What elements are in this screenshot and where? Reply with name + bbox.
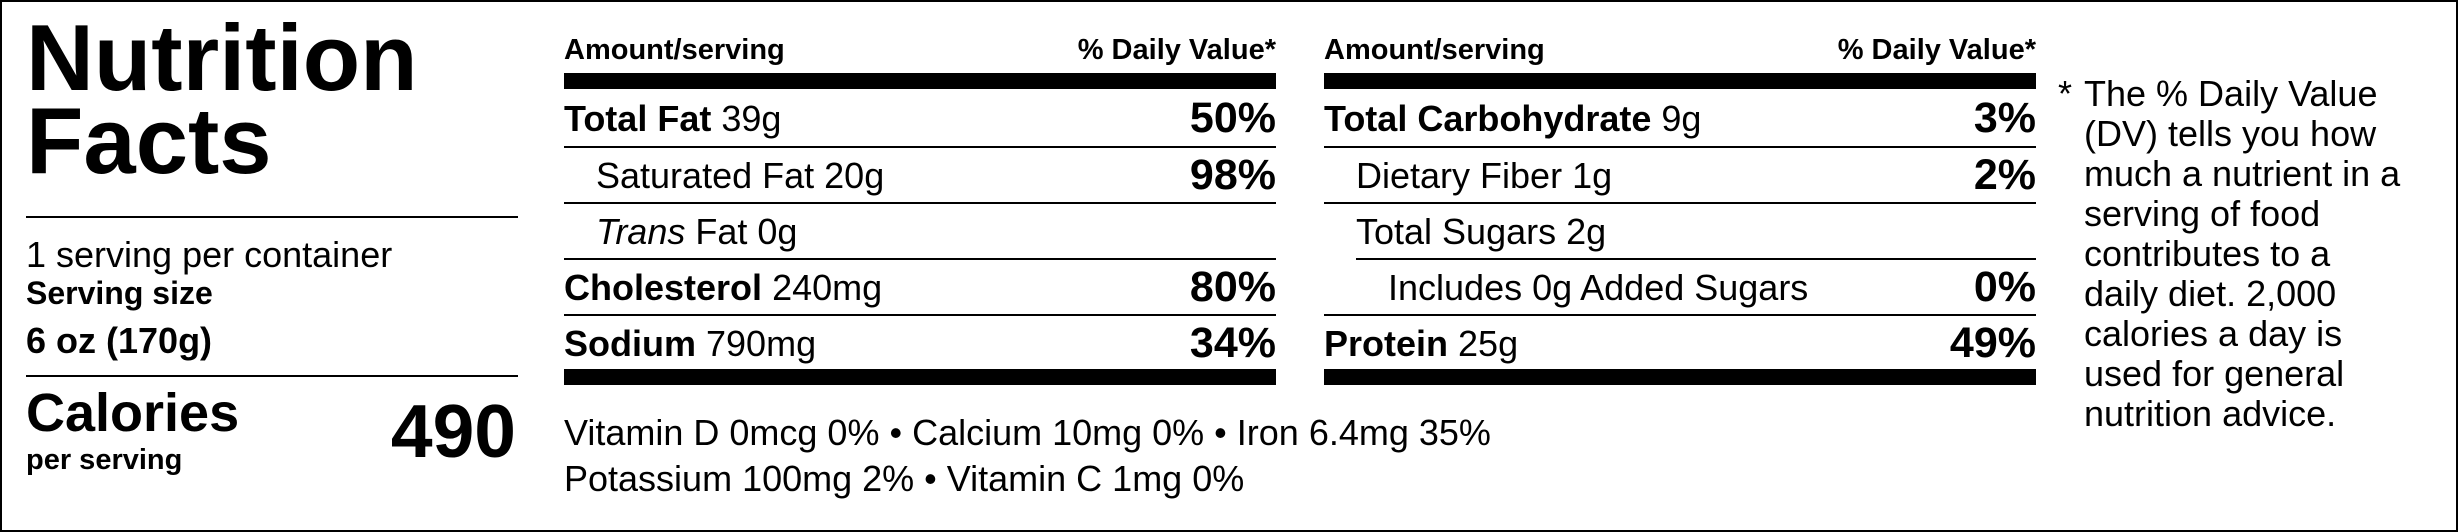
column-top-bar bbox=[1324, 73, 2036, 89]
row-divider bbox=[564, 258, 1276, 260]
row-divider bbox=[1324, 314, 2036, 316]
row-divider bbox=[1324, 146, 2036, 148]
nutrient-row: Total Fat 39g 50% bbox=[564, 91, 1276, 146]
servings-per-container: 1 serving per container bbox=[26, 234, 393, 275]
calories-label: Calories bbox=[26, 383, 240, 443]
nutrient-percent: 0% bbox=[1973, 263, 2036, 311]
dv-header: % Daily Value* bbox=[1837, 34, 2036, 66]
label-title: Nutrition Facts bbox=[26, 5, 418, 193]
row-divider bbox=[1356, 258, 2036, 260]
nutrient-name: Dietary Fiber 1g bbox=[1356, 155, 1613, 196]
nutrient-name: Cholesterol 240mg bbox=[564, 267, 883, 308]
nutrient-name: Protein 25g bbox=[1324, 323, 1519, 364]
calories-per-serving: per serving bbox=[26, 444, 183, 476]
nutrient-name: Includes 0g Added Sugars bbox=[1388, 267, 1809, 308]
nutrient-name: Saturated Fat 20g bbox=[596, 155, 885, 196]
serving-size-value: 6 oz (170g) bbox=[26, 320, 213, 361]
nutrient-percent: 98% bbox=[1189, 151, 1276, 199]
nutrient-row: Dietary Fiber 1g 2% bbox=[1324, 148, 2036, 203]
calories-value: 490 bbox=[390, 389, 516, 473]
nutrient-percent: 49% bbox=[1949, 319, 2036, 367]
dv-header: % Daily Value* bbox=[1077, 34, 1276, 66]
nutrient-name: Total Fat 39g bbox=[564, 98, 782, 139]
row-divider bbox=[564, 202, 1276, 204]
nutrient-percent: 2% bbox=[1973, 151, 2036, 199]
column-top-bar bbox=[564, 73, 1276, 89]
nutrient-row: Protein 25g 49% bbox=[1324, 316, 2036, 371]
serving-size-label: Serving size bbox=[26, 275, 213, 311]
serving-divider bbox=[26, 375, 518, 377]
row-divider bbox=[1324, 202, 2036, 204]
row-divider bbox=[564, 146, 1276, 148]
nutrient-name: Total Sugars 2g bbox=[1356, 211, 1607, 252]
nutrient-percent: 80% bbox=[1189, 263, 1276, 311]
amount-header: Amount/serving bbox=[564, 34, 785, 66]
footnote-asterisk: * bbox=[2058, 73, 2073, 114]
column-bottom-bar bbox=[564, 369, 1276, 385]
nutrient-percent: 50% bbox=[1189, 94, 1276, 142]
nutrient-row: Trans Fat 0g bbox=[564, 204, 1276, 259]
vitamins-line: Vitamin D 0mcg 0% • Calcium 10mg 0% • Ir… bbox=[564, 412, 1491, 453]
vitamins-line: Potassium 100mg 2% • Vitamin C 1mg 0% bbox=[564, 458, 1245, 499]
nutrient-row: Total Carbohydrate 9g 3% bbox=[1324, 91, 2036, 146]
nutrient-row: Includes 0g Added Sugars 0% bbox=[1324, 260, 2036, 315]
nutrient-row: Cholesterol 240mg 80% bbox=[564, 260, 1276, 315]
nutrient-name: Total Carbohydrate 9g bbox=[1324, 98, 1702, 139]
nutrient-row: Saturated Fat 20g 98% bbox=[564, 148, 1276, 203]
amount-header: Amount/serving bbox=[1324, 34, 1545, 66]
nutrient-row: Total Sugars 2g bbox=[1324, 204, 2036, 259]
nutrient-row: Sodium 790mg 34% bbox=[564, 316, 1276, 371]
nutrient-name: Trans Fat 0g bbox=[596, 211, 798, 252]
row-divider bbox=[564, 314, 1276, 316]
nutrient-name: Sodium 790mg bbox=[564, 323, 817, 364]
nutrient-percent: 34% bbox=[1189, 319, 1276, 367]
footnote-text: The % Daily Value (DV) tells you how muc… bbox=[2084, 73, 2401, 434]
nutrient-percent: 3% bbox=[1973, 94, 2036, 142]
column-bottom-bar bbox=[1324, 369, 2036, 385]
title-divider bbox=[26, 216, 518, 218]
